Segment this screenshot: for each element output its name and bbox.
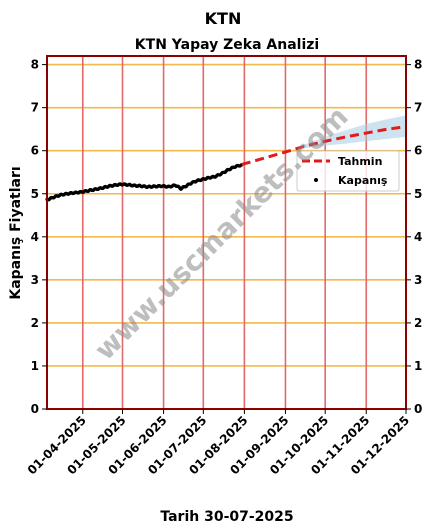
forecast-series — [241, 125, 407, 166]
plot-border — [46, 55, 407, 410]
forecast-line — [241, 125, 407, 166]
y-tick-label: 4 — [31, 230, 39, 244]
legend-forecast-label: Tahmin — [338, 155, 382, 168]
y-tick-label: 5 — [414, 187, 422, 201]
y-axis-label: Kapanış Fiyatları — [8, 166, 24, 299]
y-axis-right: 0 1 2 3 4 5 6 7 8 — [406, 58, 422, 416]
y-tick-label: 4 — [414, 230, 422, 244]
grid — [47, 56, 407, 410]
y-tick-label: 6 — [414, 144, 422, 158]
y-tick-label: 1 — [414, 359, 422, 373]
y-tick-label: 3 — [31, 273, 39, 287]
plot-frame — [46, 55, 407, 410]
y-tick-label: 7 — [414, 101, 422, 115]
y-tick-label: 5 — [31, 187, 39, 201]
y-tick-label: 2 — [414, 316, 422, 330]
y-tick-label: 3 — [414, 273, 422, 287]
legend-box — [296, 150, 400, 192]
y-tick-label: 6 — [31, 144, 39, 158]
legend-close-label: Kapanış — [338, 174, 388, 187]
y-tick-label: 2 — [31, 316, 39, 330]
x-axis-label: Tarih 30-07-2025 — [160, 509, 293, 525]
y-tick-label: 0 — [31, 402, 39, 416]
y-tick-label: 0 — [414, 402, 422, 416]
chart-suptitle: KTN — [205, 9, 242, 28]
y-tick-label: 7 — [31, 101, 39, 115]
chart-title: KTN Yapay Zeka Analizi — [135, 37, 319, 53]
plot-background — [47, 56, 406, 409]
y-tick-label: 8 — [31, 58, 39, 72]
legend: Tahmin Kapanış — [296, 150, 400, 192]
y-axis-left: 0 1 2 3 4 5 6 7 8 — [31, 58, 47, 416]
y-tick-label: 8 — [414, 58, 422, 72]
y-tick-label: 1 — [31, 359, 39, 373]
legend-close-swatch — [314, 178, 318, 182]
plot-area — [47, 56, 406, 409]
x-axis: 01-04-202501-05-202501-06-202501-07-2025… — [25, 409, 412, 477]
